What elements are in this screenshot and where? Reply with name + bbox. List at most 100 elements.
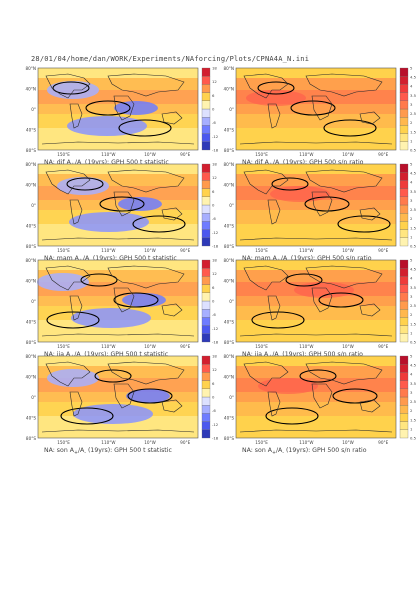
significance-contour	[46, 311, 100, 329]
x-tick-label: 110°W	[101, 440, 115, 445]
heatmap-band	[38, 68, 198, 78]
panel-jja-sn: 80°N 40°N 0° 40°S 80°S 150°E 110°W 10°W 90°E 0.5 1…	[223, 258, 416, 352]
y-tick-label: 80°S	[26, 148, 36, 153]
heatmap-band	[236, 392, 396, 402]
colorbar-label: 1.5	[410, 225, 416, 230]
y-tick-label: 80°S	[26, 244, 36, 249]
colorbar-segment	[201, 141, 211, 151]
colorbar-label: 3	[410, 294, 413, 299]
significance-contour	[85, 100, 131, 116]
y-tick-label: 40°S	[224, 320, 234, 325]
colorbar-segment	[399, 92, 409, 101]
y-tick-label: 80°S	[26, 340, 36, 345]
coastline	[243, 361, 289, 387]
y-tick-label: 40°S	[26, 128, 36, 133]
coastline	[69, 391, 83, 417]
colorbar-segment	[201, 355, 211, 365]
coastline	[239, 237, 393, 241]
colorbar-segment	[399, 84, 409, 93]
colorbar-segment	[201, 163, 211, 173]
colorbar-segment	[399, 364, 409, 373]
negative-region	[122, 293, 166, 307]
colorbar-label: 1	[410, 426, 413, 431]
colorbar-segment	[201, 204, 211, 214]
map-frame	[37, 67, 199, 151]
colorbar-label: 6	[212, 189, 215, 194]
map-chart: 80°N 40°N 0° 40°S 80°S 150°E 110°W 10°W 90°E 0.5 1…	[223, 66, 416, 158]
significance-contour	[60, 407, 114, 425]
colorbar-segment	[399, 196, 409, 206]
x-tick-label: 10°W	[144, 344, 156, 349]
coastline	[267, 391, 281, 417]
x-tick-label: 110°W	[101, 152, 115, 157]
coastline	[107, 169, 185, 193]
colorbar-segment	[201, 117, 211, 126]
map-chart: 80°N 40°N 0° 40°S 80°S 150°E 110°W 10°W 90°E -18 -…	[25, 258, 219, 350]
colorbar-label: -18	[212, 436, 219, 441]
colorbar-segment	[201, 309, 211, 318]
x-tick-label: 150°E	[57, 344, 70, 349]
colorbar-label: -12	[212, 326, 219, 331]
coastline	[311, 95, 333, 121]
colorbar-segment	[201, 268, 211, 277]
y-tick-label: 40°N	[223, 279, 234, 284]
coastline	[267, 103, 281, 129]
colorbar-segment	[399, 100, 409, 110]
colorbar-label: 0.5	[410, 148, 416, 153]
coastline	[45, 169, 91, 195]
coastline	[239, 141, 393, 145]
x-tick-label: 10°W	[342, 248, 354, 253]
colorbar-segment	[399, 213, 409, 222]
colorbar-segment	[399, 229, 409, 238]
colorbar-label: 12	[212, 79, 217, 84]
colorbar-segment	[399, 163, 409, 173]
colorbar-segment	[399, 67, 409, 77]
significance-contour	[118, 119, 172, 137]
significance-contour	[285, 273, 323, 287]
heatmap-band	[236, 306, 396, 320]
heatmap-band	[236, 320, 396, 342]
coastline	[41, 333, 195, 337]
panel-son-sn: 80°N 40°N 0° 40°S 80°S 150°E 110°W 10°W 90°E 0.5 1…	[223, 354, 416, 448]
coastline	[45, 361, 91, 387]
colorbar-label: 12	[212, 367, 217, 372]
coastline	[311, 191, 333, 217]
coastline	[161, 207, 183, 221]
colorbar-label: -6	[212, 408, 216, 413]
x-tick-label: 90°E	[180, 440, 190, 445]
colorbar-label: 0.5	[410, 244, 416, 249]
colorbar-segment	[201, 237, 211, 247]
high-region	[246, 90, 306, 106]
x-tick-label: 110°W	[299, 344, 313, 349]
panel-djf-sn: 80°N 40°N 0° 40°S 80°S 150°E 110°W 10°W 90°E 0.5 1…	[223, 66, 416, 160]
y-tick-label: 0°	[229, 395, 234, 400]
colorbar-segment	[399, 268, 409, 277]
coastline	[359, 207, 381, 221]
coastline	[113, 383, 135, 409]
y-tick-label: 0°	[31, 395, 36, 400]
coastline	[305, 361, 383, 385]
colorbar-segment	[201, 421, 211, 430]
colorbar-label: 4	[410, 276, 413, 281]
colorbar-segment	[399, 108, 409, 118]
colorbar-segment	[201, 67, 211, 77]
significance-contour	[99, 196, 145, 212]
colorbar-label: 12	[212, 271, 217, 276]
negative-region	[126, 389, 170, 403]
significance-contour	[127, 388, 173, 404]
colorbar-label: 3	[410, 390, 413, 395]
y-tick-label: 80°N	[223, 354, 234, 359]
significance-contour	[304, 196, 350, 212]
colorbar-label: -6	[212, 216, 216, 221]
colorbar-segment	[399, 204, 409, 214]
colorbar-label: -18	[212, 244, 219, 249]
negative-region	[47, 81, 99, 99]
panel-jja-t: 80°N 40°N 0° 40°S 80°S 150°E 110°W 10°W 90°E -18 -…	[25, 258, 228, 352]
coastline	[107, 265, 185, 289]
colorbar-label: 2.5	[410, 303, 416, 308]
colorbar-segment	[399, 76, 409, 85]
heatmap-band	[38, 200, 198, 210]
heatmap-band	[236, 296, 396, 306]
colorbar-label: 5	[410, 258, 413, 263]
colorbar-segment	[399, 237, 409, 247]
